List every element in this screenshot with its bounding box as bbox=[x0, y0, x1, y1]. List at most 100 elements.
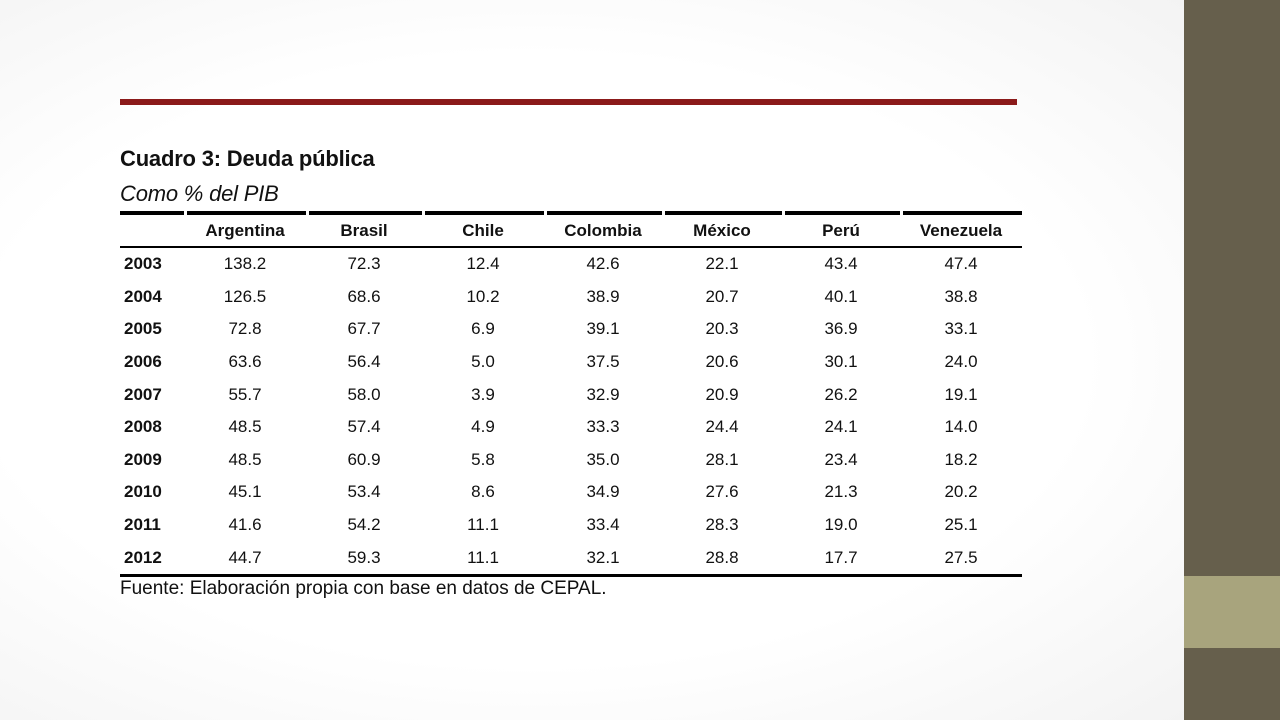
title-rule bbox=[120, 99, 1017, 105]
column-header: Venezuela bbox=[900, 211, 1022, 248]
value-cell: 43.4 bbox=[824, 254, 858, 274]
table-subtitle: Como % del PIB bbox=[120, 181, 279, 206]
column-header bbox=[120, 211, 184, 248]
table-row: 2004 126.5 68.6 10.2 38.9 20.7 40.1 38.8 bbox=[120, 281, 1022, 314]
value-cell: 38.9 bbox=[586, 286, 620, 306]
table-source-note: Fuente: Elaboración propia con base en d… bbox=[120, 578, 607, 599]
slide-background bbox=[0, 0, 1184, 720]
value-cell: 12.4 bbox=[466, 254, 500, 274]
value-cell: 24.4 bbox=[705, 417, 739, 437]
value-cell: 22.1 bbox=[705, 254, 739, 274]
value-cell: 32.1 bbox=[544, 541, 662, 577]
value-cell: 3.9 bbox=[471, 384, 495, 404]
value-cell: 10.2 bbox=[466, 286, 500, 306]
value-cell: 41.6 bbox=[228, 515, 262, 535]
value-cell: 21.3 bbox=[824, 482, 858, 502]
value-cell: 24.1 bbox=[824, 417, 858, 437]
value-cell: 34.9 bbox=[586, 482, 620, 502]
value-cell: 30.1 bbox=[824, 352, 858, 372]
value-cell: 59.3 bbox=[306, 541, 422, 577]
value-cell: 138.2 bbox=[223, 254, 267, 274]
value-cell: 54.2 bbox=[347, 515, 381, 535]
table-row: 2009 48.5 60.9 5.8 35.0 28.1 23.4 18.2 bbox=[120, 444, 1022, 477]
table-row: 2007 55.7 58.0 3.9 32.9 20.9 26.2 19.1 bbox=[120, 378, 1022, 411]
value-cell: 55.7 bbox=[228, 384, 262, 404]
value-cell: 35.0 bbox=[586, 449, 620, 469]
year-cell: 2006 bbox=[124, 352, 162, 372]
year-cell: 2008 bbox=[124, 417, 162, 437]
value-cell: 28.8 bbox=[662, 541, 782, 577]
value-cell: 6.9 bbox=[471, 319, 495, 339]
value-cell: 14.0 bbox=[944, 417, 978, 437]
value-cell: 53.4 bbox=[347, 482, 381, 502]
value-cell: 48.5 bbox=[228, 449, 262, 469]
value-cell: 18.2 bbox=[944, 449, 978, 469]
value-cell: 33.4 bbox=[586, 515, 620, 535]
value-cell: 32.9 bbox=[586, 384, 620, 404]
table-title: Cuadro 3: Deuda pública bbox=[120, 146, 375, 171]
value-cell: 28.1 bbox=[705, 449, 739, 469]
value-cell: 20.7 bbox=[705, 286, 739, 306]
year-cell: 2004 bbox=[124, 286, 162, 306]
value-cell: 20.9 bbox=[705, 384, 739, 404]
column-header: Brasil bbox=[306, 211, 422, 248]
value-cell: 19.0 bbox=[824, 515, 858, 535]
year-cell: 2010 bbox=[124, 482, 162, 502]
year-cell: 2009 bbox=[124, 449, 162, 469]
value-cell: 47.4 bbox=[944, 254, 978, 274]
value-cell: 33.3 bbox=[586, 417, 620, 437]
value-cell: 33.1 bbox=[944, 319, 978, 339]
value-cell: 23.4 bbox=[824, 449, 858, 469]
table-row: 2003 138.2 72.3 12.4 42.6 22.1 43.4 47.4 bbox=[120, 247, 1022, 281]
column-header: México bbox=[662, 211, 782, 248]
year-cell: 2003 bbox=[124, 254, 162, 274]
table-header-row: Argentina Brasil Chile Colombia México P… bbox=[120, 211, 1022, 248]
value-cell: 11.1 bbox=[467, 515, 499, 535]
value-cell: 37.5 bbox=[586, 352, 620, 372]
value-cell: 20.6 bbox=[705, 352, 739, 372]
table-row: 2010 45.1 53.4 8.6 34.9 27.6 21.3 20.2 bbox=[120, 476, 1022, 509]
value-cell: 40.1 bbox=[824, 286, 858, 306]
table-row: 2012 44.7 59.3 11.1 32.1 28.8 17.7 27.5 bbox=[120, 541, 1022, 577]
table-row: 2008 48.5 57.4 4.9 33.3 24.4 24.1 14.0 bbox=[120, 411, 1022, 444]
table-row: 2005 72.8 67.7 6.9 39.1 20.3 36.9 33.1 bbox=[120, 313, 1022, 346]
value-cell: 39.1 bbox=[586, 319, 620, 339]
value-cell: 45.1 bbox=[228, 482, 262, 502]
table-row: 2006 63.6 56.4 5.0 37.5 20.6 30.1 24.0 bbox=[120, 346, 1022, 379]
value-cell: 11.1 bbox=[422, 541, 544, 577]
column-header: Perú bbox=[782, 211, 900, 248]
value-cell: 20.2 bbox=[944, 482, 978, 502]
year-cell: 2011 bbox=[124, 515, 161, 535]
value-cell: 20.3 bbox=[705, 319, 739, 339]
value-cell: 48.5 bbox=[228, 417, 262, 437]
decorative-sidebar-accent bbox=[1184, 576, 1280, 648]
column-header: Chile bbox=[422, 211, 544, 248]
value-cell: 68.6 bbox=[347, 286, 381, 306]
value-cell: 5.8 bbox=[471, 449, 495, 469]
year-cell: 2007 bbox=[124, 384, 162, 404]
value-cell: 58.0 bbox=[347, 384, 381, 404]
value-cell: 67.7 bbox=[347, 319, 381, 339]
value-cell: 42.6 bbox=[586, 254, 620, 274]
value-cell: 5.0 bbox=[471, 352, 495, 372]
value-cell: 27.5 bbox=[900, 541, 1022, 577]
value-cell: 72.3 bbox=[347, 254, 381, 274]
value-cell: 60.9 bbox=[347, 449, 381, 469]
column-header: Colombia bbox=[544, 211, 662, 248]
year-cell: 2005 bbox=[124, 319, 162, 339]
value-cell: 38.8 bbox=[944, 286, 978, 306]
value-cell: 25.1 bbox=[944, 515, 978, 535]
value-cell: 19.1 bbox=[944, 384, 978, 404]
value-cell: 24.0 bbox=[944, 352, 978, 372]
value-cell: 26.2 bbox=[824, 384, 858, 404]
year-cell: 2012 bbox=[120, 541, 184, 577]
table-row: 2011 41.6 54.2 11.1 33.4 28.3 19.0 25.1 bbox=[120, 509, 1022, 542]
column-header: Argentina bbox=[184, 211, 306, 248]
value-cell: 72.8 bbox=[228, 319, 262, 339]
value-cell: 36.9 bbox=[824, 319, 858, 339]
value-cell: 28.3 bbox=[705, 515, 739, 535]
value-cell: 57.4 bbox=[347, 417, 381, 437]
value-cell: 8.6 bbox=[471, 482, 495, 502]
value-cell: 4.9 bbox=[471, 417, 495, 437]
value-cell: 44.7 bbox=[184, 541, 306, 577]
